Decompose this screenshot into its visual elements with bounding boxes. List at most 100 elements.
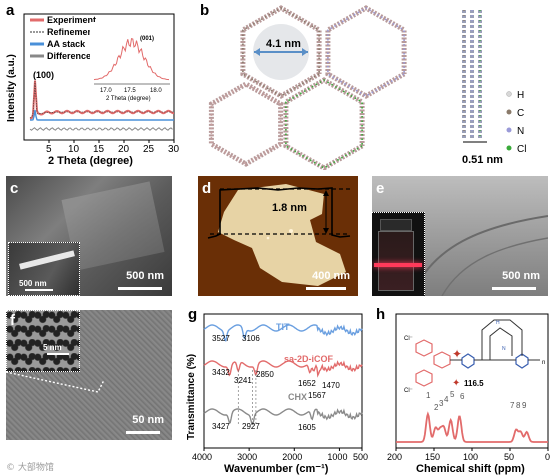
xrd-chart: Experiment Refinement AA stack Differenc… [6, 13, 180, 167]
chem-label-n-repeat: n [542, 360, 545, 366]
side-view-stack [462, 10, 482, 140]
xrd-inset-tick-2: 17.5 [124, 88, 136, 94]
xrd-curves [29, 80, 174, 131]
pore-ring-2 [283, 77, 365, 170]
legend-experiment: Experiment [47, 15, 96, 25]
nmr-x-tick-label: 150 [425, 452, 440, 462]
legend-h: H [517, 90, 524, 101]
afm-height-label: 1.8 nm [272, 202, 307, 214]
panel-label-e: e [376, 180, 385, 197]
xrd-x-tick-label: 15 [93, 144, 105, 155]
nmr-peak-7: 7 [510, 401, 515, 410]
pore-arrow-head-left [254, 48, 260, 56]
triazine-ring [415, 369, 433, 387]
ftir-peak-2927: 2927 [242, 422, 260, 431]
ftir-peak-1567: 1567 [308, 391, 326, 400]
ftir-series-label-tit: TIT [276, 322, 290, 332]
panel-label-b: b [200, 2, 210, 19]
nmr-peak-8: 8 [516, 401, 521, 410]
afm-profile-trace [207, 187, 351, 239]
nmr-x-tick-label: 0 [545, 452, 550, 462]
afm-arrow-head-up [323, 190, 329, 196]
panel-label-h: h [376, 306, 386, 323]
nmr-peak-9: 9 [522, 401, 527, 410]
hexagonal-pore-network [208, 5, 407, 170]
legend-refinement: Refinement [47, 27, 96, 37]
tyndall-photo-inset [372, 212, 425, 296]
ftir-peak-labels: 3527 3106 3432 3241 2850 1652 1470 1567 … [212, 334, 340, 432]
watermark: © 大部物馆 [6, 463, 54, 473]
star-peak-icon: ✦ [452, 378, 460, 389]
afm-height-profile [207, 187, 351, 239]
afm-particle [266, 236, 270, 240]
laser-beam [374, 263, 422, 267]
xrd-series-difference [29, 127, 173, 131]
nmr-x-axis-label: Chemical shift (ppm) [416, 463, 525, 475]
sem-inset-scale-label: 500 nm [19, 279, 47, 288]
vial-body [378, 231, 414, 291]
ftir-curves [203, 324, 363, 426]
xrd-legend: Experiment Refinement AA stack Differenc… [30, 15, 96, 61]
xrd-x-tick-label: 5 [46, 144, 52, 155]
afm-topography [218, 184, 346, 286]
legend-aa-stack: AA stack [47, 39, 86, 49]
nmr-peak-5: 5 [450, 390, 455, 399]
atom-cl-icon [506, 145, 512, 151]
atom-h-icon [506, 91, 512, 97]
pore-ring-atoms-0 [242, 7, 320, 97]
hrtem-scale-bar [126, 431, 160, 434]
pore-ring-0 [240, 5, 322, 99]
atom-c-icon [506, 109, 512, 115]
nmr-x-ticks: 200 150 100 50 0 [387, 448, 550, 462]
ftir-x-tick-label: 500 [353, 452, 368, 462]
legend-c: C [517, 108, 524, 119]
xrd-x-tick-label: 10 [68, 144, 80, 155]
tem-image: 500 nm [372, 176, 548, 296]
hrtem-inset: 5 nm [6, 310, 80, 372]
xrd-series-aa-stack [30, 109, 174, 121]
afm-arrow-head-down [323, 228, 329, 234]
panel-label-a: a [6, 2, 15, 19]
xrd-x-tick-label: 30 [168, 144, 180, 155]
ftir-x-tick-label: 4000 [192, 452, 212, 462]
chem-label-n: N [502, 346, 506, 352]
ftir-series-1 [203, 360, 363, 378]
sem-inset-scale-bar [25, 289, 53, 291]
afm-image: 1.8 nm 400 nm [198, 176, 358, 296]
panel-label-g: g [188, 306, 198, 323]
interlayer-distance-label: 0.51 nm [462, 154, 503, 166]
triazine-ring [415, 339, 433, 357]
xrd-x-ticks: 5 10 15 20 25 30 [46, 140, 180, 155]
pore-ring-1 [325, 5, 407, 99]
hrtem-sheet-boundary [6, 371, 105, 393]
ftir-peak-3427: 3427 [212, 422, 230, 431]
cof-structure: 4.1 nm 0.51 nm H C N Cl [208, 5, 526, 170]
nmr-chart: H N Cl⁻ Cl⁻ n ✦ 1 2 3 4 5 6 7 8 9 ✦ 116.… [387, 313, 550, 475]
sem-scale-bar [118, 287, 162, 290]
ftir-series-label-chx: CHX [288, 392, 307, 402]
ftir-plot-frame [203, 313, 363, 449]
ftir-y-axis-label: Transmittance (%) [186, 354, 197, 440]
ftir-x-axis-label: Wavenumber (cm⁻¹) [224, 463, 329, 475]
afm-particle [289, 229, 293, 233]
ftir-chart: TIT sa-2D-iCOF CHX 3527 3106 3432 3241 2… [186, 313, 368, 475]
hrtem-scale-label: 50 nm [132, 414, 164, 426]
nmr-spectrum [396, 411, 548, 443]
xrd-inset [93, 37, 170, 85]
xrd-inset-tick-3: 18.0 [150, 88, 162, 94]
xrd-inset-peak-label: (001) [140, 36, 154, 42]
legend-cl: Cl [517, 144, 526, 155]
hrtem-image: 5 nm 50 nm [6, 310, 172, 440]
afm-nanosheet [218, 184, 346, 286]
pore-arrow-head-right [302, 48, 308, 56]
xrd-series-refinement [29, 81, 174, 119]
panel-label-d: d [202, 180, 212, 197]
xrd-x-axis-label: 2 Theta (degree) [48, 155, 133, 167]
ftir-peak-3241: 3241 [234, 376, 252, 385]
ftir-peak-2850: 2850 [256, 370, 274, 379]
atom-legend: H C N Cl [506, 90, 526, 155]
nmr-peak-labels: 1 2 3 4 5 6 7 8 9 [426, 390, 527, 412]
ftir-peak-1605: 1605 [298, 423, 316, 432]
ftir-series-2 [203, 408, 363, 426]
ftir-x-ticks: 4000 3000 2000 1000 500 [192, 448, 368, 462]
